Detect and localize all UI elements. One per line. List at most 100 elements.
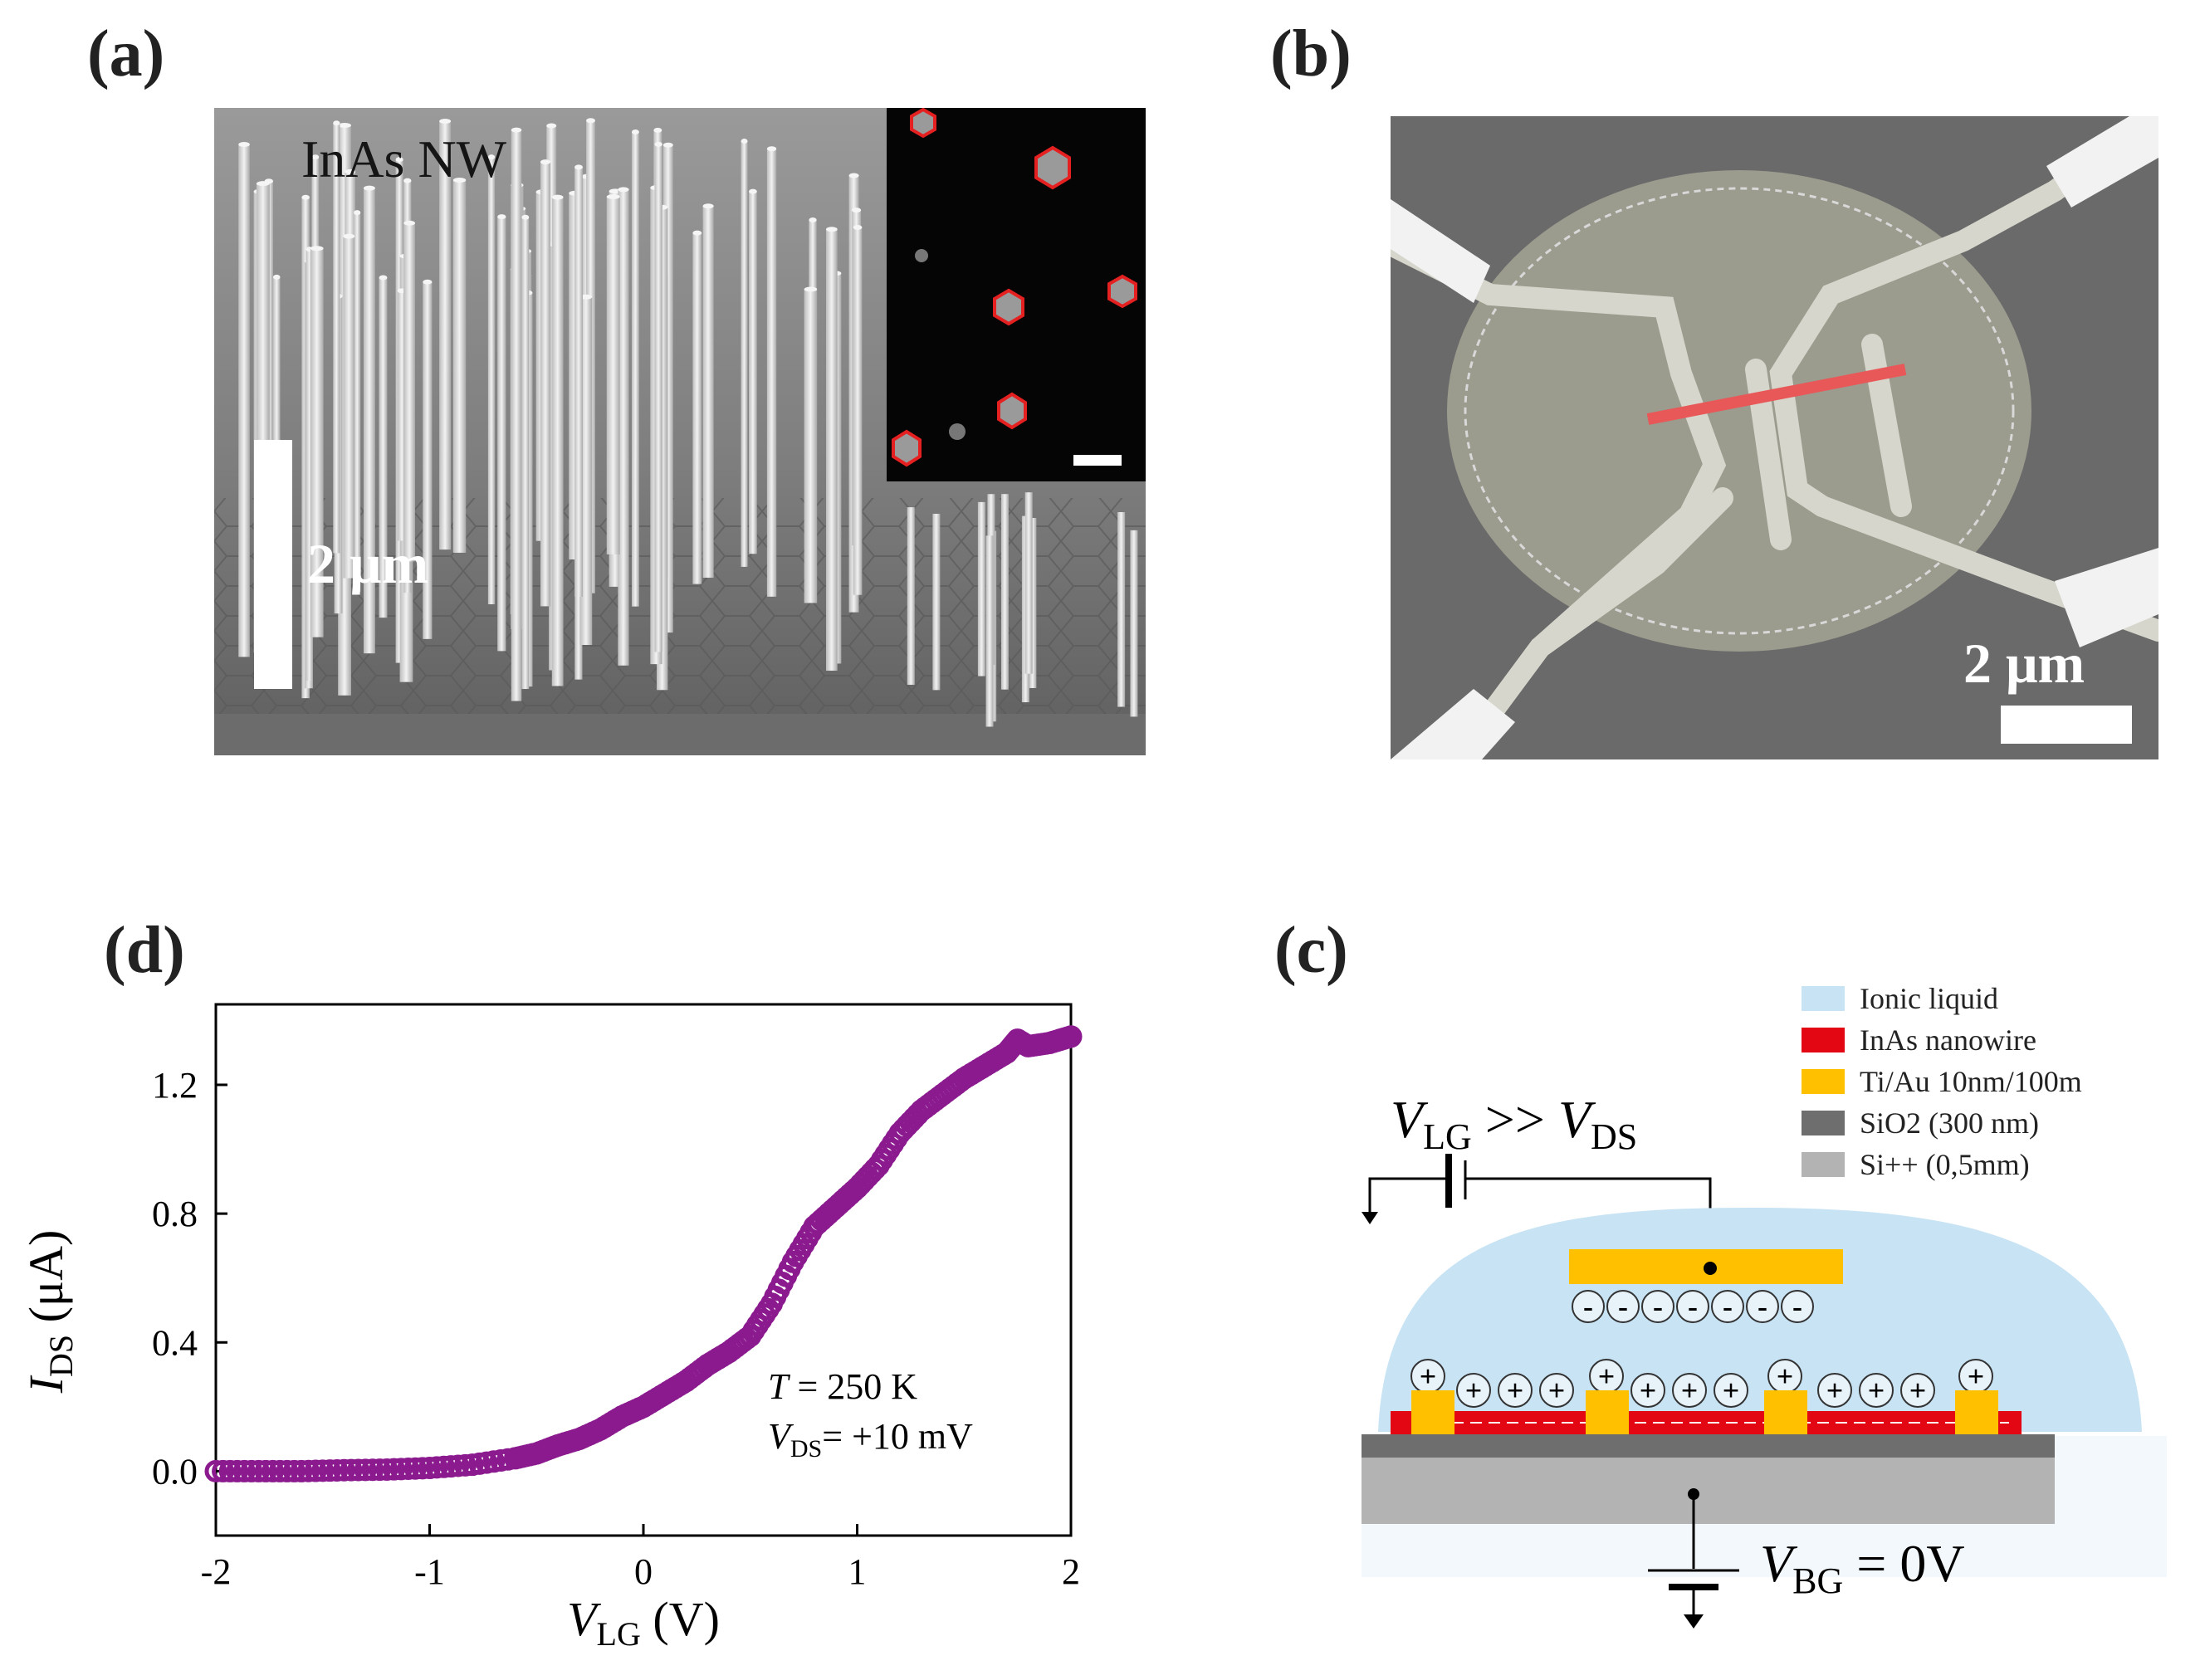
- nanowire-tip: [354, 210, 361, 216]
- panel-label-c: (c): [1274, 914, 1348, 987]
- cation-sign: +: [1507, 1374, 1524, 1407]
- anion-sign: -: [1792, 1290, 1802, 1323]
- nanowire: [766, 149, 777, 597]
- data-point: [383, 1458, 406, 1481]
- nanowire-tip: [852, 208, 862, 213]
- nanowire-tip: [497, 214, 506, 220]
- cation: [1456, 1373, 1491, 1408]
- cation-sign: +: [1868, 1374, 1885, 1407]
- y-tick-label: 1.2: [152, 1065, 198, 1106]
- panel-label-a: (a): [87, 17, 165, 90]
- nanowire: [423, 281, 433, 639]
- data-point: [375, 1458, 398, 1481]
- nanowire-tip: [511, 127, 522, 133]
- data-point: [218, 1459, 242, 1482]
- data-point: [333, 1458, 355, 1482]
- nanowire-tip: [618, 187, 629, 193]
- nanowire-tip: [403, 178, 412, 183]
- y-axis-unit: (μA): [19, 1230, 73, 1335]
- y-tick-label: 0.8: [152, 1194, 198, 1234]
- nanowire: [487, 157, 496, 605]
- nanowire-tip: [395, 157, 403, 163]
- nanowire: [826, 229, 838, 672]
- nanowire-tip: [238, 141, 250, 147]
- legend-label: Si++ (0,5mm): [1860, 1148, 2030, 1181]
- back-gate-circuit: [1648, 1494, 1739, 1614]
- y-axis-label: IDS (μA): [19, 1230, 80, 1394]
- nanowire-tip: [662, 142, 673, 148]
- y-tick-label: 0.4: [152, 1322, 198, 1363]
- cation: [1630, 1373, 1665, 1408]
- nanowire: [853, 227, 863, 595]
- nanowire-tip: [551, 194, 564, 200]
- annotation-temperature: T = 250 K: [768, 1366, 917, 1407]
- cation-sign: +: [1723, 1374, 1740, 1407]
- nanowire: [662, 144, 673, 633]
- data-point: [276, 1459, 299, 1482]
- data-point: [304, 1459, 327, 1482]
- cation-sign: +: [1640, 1374, 1657, 1407]
- nanowire-tip: [301, 194, 310, 200]
- legend-swatch: [1802, 1028, 1845, 1052]
- data-point: [240, 1459, 263, 1482]
- device-graphic: [1391, 116, 2158, 759]
- data-point: [268, 1459, 291, 1482]
- nanowire-tip: [653, 127, 662, 133]
- nanowire: [379, 277, 388, 618]
- anion: [1606, 1290, 1640, 1323]
- chart-ids-vs-vlg: -2 -1 0 1 2 0.0 0.4 0.8 1.2 IDS (μA) VLG (V) T …: [19, 1003, 1083, 1653]
- anion-sign: -: [1758, 1290, 1767, 1323]
- anion-sign: -: [1688, 1290, 1698, 1323]
- nanowire-tip: [579, 294, 593, 300]
- nanowire: [1029, 518, 1037, 688]
- cation-sign: +: [1420, 1360, 1437, 1393]
- data-point: [1059, 1025, 1083, 1048]
- data-point: [297, 1459, 320, 1482]
- source-drain-contacts: [1411, 1390, 1998, 1434]
- nanowire: [741, 141, 748, 567]
- nanowire-tip: [363, 185, 375, 191]
- nanowire: [574, 167, 583, 598]
- data-point: [282, 1459, 306, 1482]
- cation-sign: +: [1548, 1374, 1566, 1407]
- data-point: [311, 1459, 335, 1482]
- sio2-layer: [1362, 1434, 2055, 1458]
- scale-bar-a: [254, 440, 292, 689]
- nanowire-tip: [702, 203, 714, 209]
- sem-image-nanowires: InAs NW 2 μm: [214, 108, 1146, 755]
- nanowire-tip: [272, 274, 281, 280]
- nanowire: [618, 189, 629, 666]
- anion-sign: -: [1653, 1290, 1663, 1323]
- nanowire-tip: [853, 225, 863, 231]
- legend: Ionic liquid InAs nanowire Ti/Au 10nm/100m…: [1802, 982, 2082, 1181]
- nanowire-tip: [749, 188, 757, 194]
- anion: [1711, 1290, 1744, 1323]
- data-point: [340, 1458, 363, 1482]
- data-point: [247, 1459, 270, 1482]
- legend-label: SiO2 (300 nm): [1860, 1106, 2039, 1140]
- cation-sign: +: [1465, 1374, 1483, 1407]
- data-point: [226, 1459, 249, 1482]
- cation-sign: +: [1909, 1374, 1927, 1407]
- cation: [1900, 1373, 1935, 1408]
- device-schematic: Ionic liquid InAs nanowire Ti/Au 10nm/100m…: [1353, 971, 2183, 1652]
- legend-swatch: [1802, 1152, 1845, 1177]
- legend-swatch: [1802, 986, 1845, 1011]
- nanowire-tip: [826, 227, 838, 232]
- scalebar-label-b: 2 μm: [1963, 632, 2085, 695]
- data-point: [204, 1459, 227, 1482]
- data-point: [403, 1457, 427, 1480]
- data-point: [290, 1459, 313, 1482]
- nanowire-tip: [848, 173, 859, 178]
- anion: [1746, 1290, 1779, 1323]
- nanowire: [397, 291, 407, 541]
- nanowire-tip: [452, 178, 467, 183]
- nanowire: [310, 248, 324, 637]
- legend-label: InAs nanowire: [1860, 1023, 2036, 1057]
- nanowire: [1117, 511, 1126, 707]
- cation-sign: +: [1826, 1374, 1844, 1407]
- nanowire-array-graphic: [214, 108, 1146, 755]
- nanowire: [343, 236, 355, 579]
- cation: [1498, 1373, 1533, 1408]
- nanowire-tip: [310, 246, 324, 252]
